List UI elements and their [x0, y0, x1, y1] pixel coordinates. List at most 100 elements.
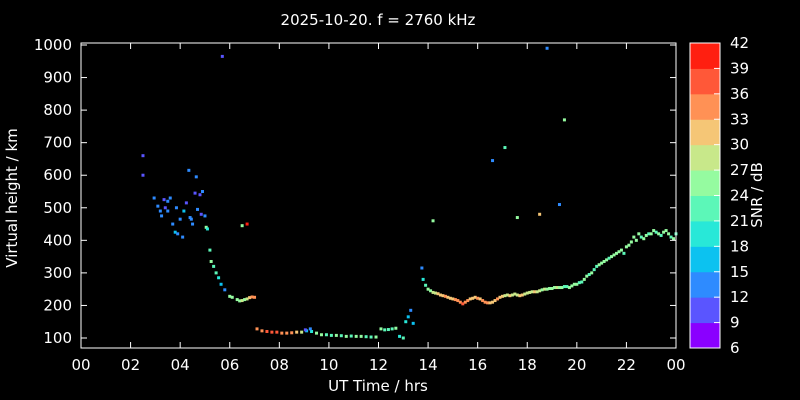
data-point: [667, 232, 671, 236]
data-point: [369, 335, 373, 339]
data-point: [189, 217, 193, 221]
colorbar-tick-label: 21: [730, 212, 749, 230]
y-tick-label: 700: [43, 134, 72, 152]
data-point: [270, 330, 274, 334]
data-point: [178, 217, 182, 221]
data-point: [637, 232, 641, 236]
data-point: [553, 286, 557, 290]
colorbar-segment: [690, 170, 720, 196]
data-point: [200, 190, 204, 193]
data-point: [285, 331, 289, 335]
data-point: [420, 266, 424, 270]
data-point: [565, 285, 569, 289]
data-point: [390, 327, 394, 331]
data-point: [250, 295, 254, 299]
data-point: [160, 214, 164, 218]
data-point: [647, 232, 651, 236]
data-point: [426, 287, 430, 291]
colorbar-tick-label: 9: [730, 314, 740, 332]
data-point: [503, 294, 507, 298]
x-tick-label: 12: [369, 356, 388, 374]
data-point: [520, 293, 524, 297]
data-point: [383, 328, 387, 332]
y-tick-label: 200: [43, 296, 72, 314]
data-point: [538, 289, 542, 293]
x-tick-label: 04: [171, 356, 190, 374]
data-point: [649, 232, 653, 236]
data-point: [212, 264, 216, 268]
data-point: [471, 296, 475, 300]
data-point: [141, 173, 145, 177]
data-point: [248, 296, 252, 300]
data-point: [253, 295, 257, 299]
data-point: [401, 336, 405, 340]
data-point: [518, 294, 522, 298]
data-point: [605, 258, 609, 262]
chart-title: 2025-10-20. f = 2760 kHz: [281, 11, 476, 29]
data-point: [339, 334, 343, 338]
data-point: [406, 315, 410, 319]
x-axis-label: UT Time / hrs: [328, 377, 428, 395]
y-tick-label: 400: [43, 231, 72, 249]
data-point: [181, 235, 185, 239]
data-point: [562, 118, 566, 122]
data-point: [657, 232, 661, 236]
data-point: [265, 329, 269, 333]
y-axis-ticks: 100 200 300 400 500 600 700 800 900 1000: [34, 36, 676, 347]
data-point: [523, 292, 527, 296]
data-point: [230, 295, 234, 299]
data-point: [627, 243, 631, 247]
data-point: [622, 251, 626, 255]
data-point: [199, 212, 203, 216]
data-point: [590, 271, 594, 275]
data-point: [528, 290, 532, 294]
data-point: [672, 237, 676, 241]
data-point: [156, 204, 160, 208]
data-point: [243, 298, 247, 302]
data-point: [615, 251, 618, 255]
y-tick-label: 1000: [34, 36, 72, 54]
data-point: [162, 198, 166, 202]
data-point: [386, 328, 390, 332]
data-point: [557, 203, 561, 207]
data-point: [575, 282, 579, 286]
data-point: [629, 240, 633, 244]
data-point: [223, 288, 227, 292]
colorbar-segment: [690, 322, 720, 349]
data-point: [409, 308, 413, 312]
data-point: [513, 292, 517, 296]
data-point: [295, 330, 299, 334]
x-tick-label: 02: [121, 356, 140, 374]
data-point: [194, 175, 198, 179]
data-point: [550, 287, 554, 291]
data-point: [203, 214, 207, 218]
data-point: [166, 199, 170, 203]
x-tick-label: 00: [71, 356, 90, 374]
data-point: [654, 230, 658, 234]
data-point: [510, 293, 514, 297]
data-point: [421, 277, 425, 281]
colorbar-ticks: 6 9 12 15 18 21 24 27 30 33 36 39 42: [714, 34, 749, 357]
data-point: [515, 216, 519, 220]
data-point: [619, 248, 623, 252]
colorbar-segment: [690, 144, 720, 171]
data-point: [228, 294, 232, 298]
colorbar-label: SNR / dB: [748, 162, 766, 228]
colorbar-segment: [690, 297, 720, 324]
data-point: [488, 301, 492, 305]
data-point: [438, 293, 442, 297]
data-point: [448, 296, 452, 300]
x-tick-label: 00: [666, 356, 685, 374]
data-point: [515, 293, 519, 297]
data-point: [491, 159, 495, 163]
data-point: [196, 207, 200, 211]
data-point: [174, 206, 178, 210]
y-tick-label: 500: [43, 199, 72, 217]
data-point: [303, 328, 307, 332]
data-point: [240, 224, 244, 228]
data-point: [245, 297, 249, 301]
data-point: [173, 230, 177, 234]
data-point: [260, 329, 264, 333]
data-point: [473, 295, 477, 299]
colorbar-segment: [690, 43, 720, 69]
